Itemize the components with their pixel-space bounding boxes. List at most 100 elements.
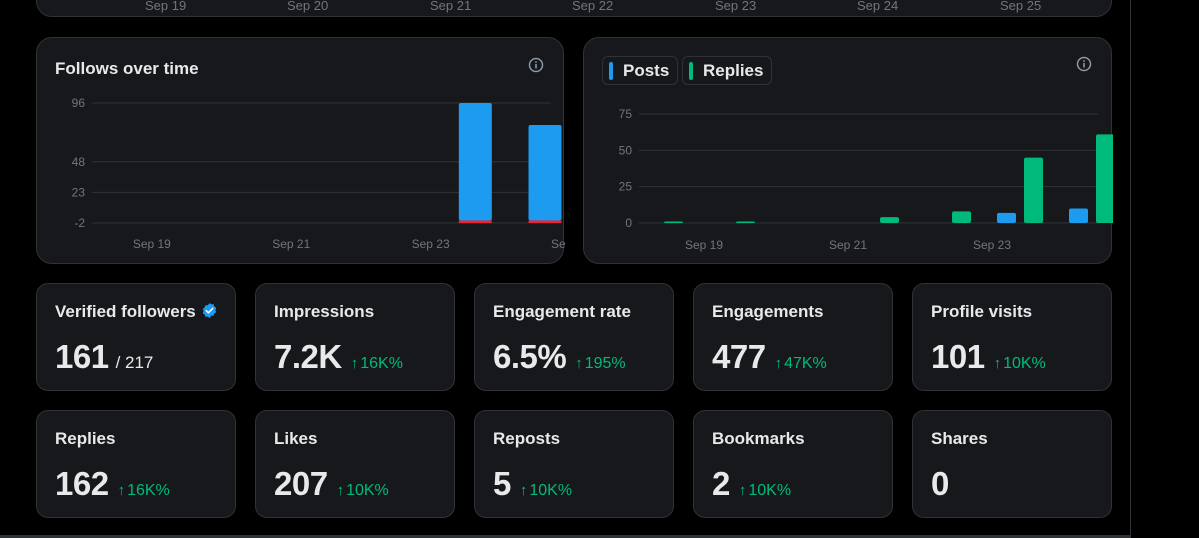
x-tick-label: Sep 22: [572, 0, 614, 13]
x-tick-label: Sep 25: [551, 237, 565, 251]
y-tick-label: 50: [619, 143, 633, 157]
stat-label: Engagement rate: [493, 302, 631, 321]
x-tick-label: Sep 23: [973, 238, 1011, 252]
legend-posts[interactable]: Posts: [602, 56, 679, 85]
stat-label-wrap: Verified followers: [55, 302, 218, 322]
stat-label: Likes: [274, 429, 318, 448]
x-tick-label: Sep 21: [829, 238, 867, 252]
stat-card-replies[interactable]: Replies 162 ↑ 16K%: [36, 410, 236, 518]
stat-change: ↑ 195%: [575, 355, 625, 373]
stat-value: 5: [493, 465, 511, 502]
posts-bar: [1069, 208, 1088, 223]
stat-card-likes[interactable]: Likes 207 ↑ 10K%: [255, 410, 455, 518]
stat-label: Impressions: [274, 302, 375, 321]
stat-card-impressions[interactable]: Impressions 7.2K ↑ 16K%: [255, 283, 455, 391]
stat-value-row: 162 ↑ 16K%: [55, 465, 170, 503]
content-divider: [1130, 0, 1131, 538]
replies-bar: [1096, 134, 1113, 223]
up-arrow-icon: ↑: [336, 482, 345, 499]
info-icon[interactable]: [1076, 56, 1092, 72]
verified-badge-icon: [202, 303, 216, 318]
replies-bar: [664, 221, 683, 224]
up-arrow-icon: ↑: [774, 355, 783, 372]
x-tick-label: Sep 19: [145, 0, 187, 13]
posts-bar: [997, 212, 1016, 223]
stat-value: 162: [55, 465, 109, 502]
stat-value-row: 2 ↑ 10K%: [712, 465, 791, 503]
value-bar: [528, 220, 562, 223]
y-tick-label: 75: [619, 107, 633, 121]
stat-change: ↑ 16K%: [118, 482, 170, 500]
legend-replies[interactable]: Replies: [682, 56, 773, 85]
stat-card-engagement-rate[interactable]: Engagement rate 6.5% ↑ 195%: [474, 283, 674, 391]
y-tick-label: 23: [72, 185, 86, 199]
change-value: 16K%: [360, 355, 403, 372]
stat-value: 6.5%: [493, 338, 567, 375]
x-tick-label: Sep 24: [857, 0, 899, 13]
replies-bar: [1024, 157, 1043, 223]
change-value: 16K%: [127, 482, 170, 499]
stat-change: ↑ 10K%: [337, 482, 389, 500]
x-tick-label: Sep 21: [272, 237, 310, 251]
y-tick-label: 0: [625, 216, 632, 230]
stat-value: 207: [274, 465, 328, 502]
stat-value: 161: [55, 338, 109, 375]
x-tick-label: Sep 23: [715, 0, 757, 13]
stat-label: Bookmarks: [712, 429, 805, 448]
stat-value-row: 6.5% ↑ 195%: [493, 338, 626, 376]
y-tick-label: 25: [619, 180, 633, 194]
info-icon[interactable]: [528, 57, 544, 73]
change-value: 47K%: [784, 355, 827, 372]
stat-card-shares[interactable]: Shares 0: [912, 410, 1112, 518]
follows-chart: 96 48 23 -2 Sep 19 Sep 21 Sep 23 Sep 25: [72, 96, 565, 251]
stat-value-row: 161 / 217: [55, 338, 153, 376]
replies-swatch: [689, 62, 693, 80]
replies-bar: [736, 221, 755, 224]
y-tick-label: -2: [74, 216, 85, 230]
stat-label: Engagements: [712, 302, 824, 321]
legend-label: Posts: [623, 61, 670, 80]
stat-value-row: 477 ↑ 47K%: [712, 338, 827, 376]
stat-value: 2: [712, 465, 730, 502]
stat-card-verified-followers[interactable]: Verified followers 161 / 217: [36, 283, 236, 391]
stat-label: Replies: [55, 429, 116, 448]
stat-value-row: 101 ↑ 10K%: [931, 338, 1046, 376]
stat-card-bookmarks[interactable]: Bookmarks 2 ↑ 10K%: [693, 410, 893, 518]
stat-value: 7.2K: [274, 338, 342, 375]
up-arrow-icon: ↑: [350, 355, 359, 372]
stat-change: ↑ 10K%: [520, 482, 572, 500]
stat-value-row: 7.2K ↑ 16K%: [274, 338, 403, 376]
stat-card-profile-visits[interactable]: Profile visits 101 ↑ 10K%: [912, 283, 1112, 391]
stat-change: ↑ 10K%: [994, 355, 1046, 373]
replies-bar: [952, 211, 971, 223]
stat-value-row: 207 ↑ 10K%: [274, 465, 389, 503]
stat-total: / 217: [115, 353, 154, 372]
up-arrow-icon: ↑: [117, 482, 126, 499]
y-tick-label: 48: [72, 155, 86, 169]
replies-bar: [880, 217, 899, 223]
up-arrow-icon: ↑: [575, 355, 583, 372]
stat-card-reposts[interactable]: Reposts 5 ↑ 10K%: [474, 410, 674, 518]
stat-value: 101: [931, 338, 985, 375]
change-value: 10K%: [748, 482, 792, 499]
value-bar: [528, 125, 562, 221]
change-value: 195%: [584, 355, 626, 372]
x-tick-label: Sep 21: [430, 0, 472, 13]
x-tick-label: Sep 20: [287, 0, 329, 13]
stat-card-engagements[interactable]: Engagements 477 ↑ 47K%: [693, 283, 893, 391]
up-arrow-icon: ↑: [738, 482, 747, 499]
change-value: 10K%: [1003, 355, 1046, 372]
stat-value-row: 5 ↑ 10K%: [493, 465, 572, 503]
stat-label: Verified followers: [55, 302, 196, 321]
x-tick-label: Sep 23: [412, 237, 450, 251]
stat-change: ↑ 47K%: [775, 355, 827, 373]
legend-label: Replies: [703, 61, 764, 80]
up-arrow-icon: ↑: [519, 482, 528, 499]
bottom-scroll-edge: [0, 535, 1131, 538]
x-tick-label: Sep 25: [1000, 0, 1042, 13]
up-arrow-icon: ↑: [993, 355, 1002, 372]
stat-value: 0: [931, 465, 949, 502]
stat-value: 477: [712, 338, 766, 375]
